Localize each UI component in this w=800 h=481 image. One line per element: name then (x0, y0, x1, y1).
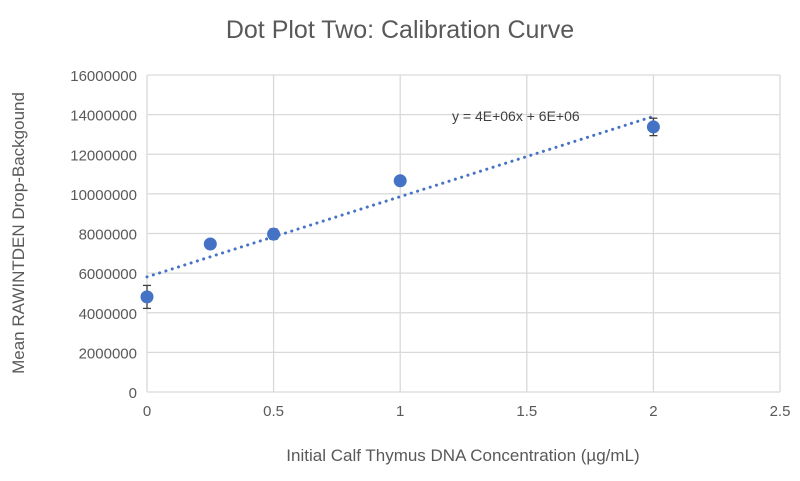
axes: 0200000040000006000000800000010000000120… (70, 68, 790, 420)
y-tick-label: 2000000 (79, 345, 137, 362)
data-point (140, 290, 154, 304)
data-point (393, 174, 407, 188)
trendline (145, 114, 655, 279)
y-axis-label: Mean RAWINTDEN Drop-Backgound (9, 92, 28, 374)
y-tick-label: 16000000 (70, 68, 137, 85)
y-tick-label: 4000000 (79, 306, 137, 323)
y-tick-label: 12000000 (70, 147, 137, 164)
data-point (267, 227, 281, 241)
y-tick-label: 14000000 (70, 108, 137, 125)
gridlines (146, 74, 781, 393)
data-point (203, 237, 217, 251)
trendline-equation: y = 4E+06x + 6E+06 (452, 108, 580, 124)
data-point (646, 120, 660, 134)
chart-title: Dot Plot Two: Calibration Curve (226, 16, 574, 44)
x-tick-label: 0.5 (263, 403, 284, 420)
trendline-path (145, 114, 655, 279)
y-tick-label: 10000000 (70, 187, 137, 204)
x-tick-label: 2.5 (770, 403, 791, 420)
x-tick-label: 1.5 (516, 403, 537, 420)
y-tick-label: 6000000 (79, 266, 137, 283)
y-tick-label: 8000000 (79, 227, 137, 244)
y-tick-label: 0 (129, 385, 137, 402)
x-tick-label: 1 (396, 403, 404, 420)
x-tick-label: 0 (143, 403, 151, 420)
x-axis-label: Initial Calf Thymus DNA Concentration (µ… (286, 446, 639, 465)
x-tick-label: 2 (649, 403, 657, 420)
data-points (140, 117, 660, 310)
